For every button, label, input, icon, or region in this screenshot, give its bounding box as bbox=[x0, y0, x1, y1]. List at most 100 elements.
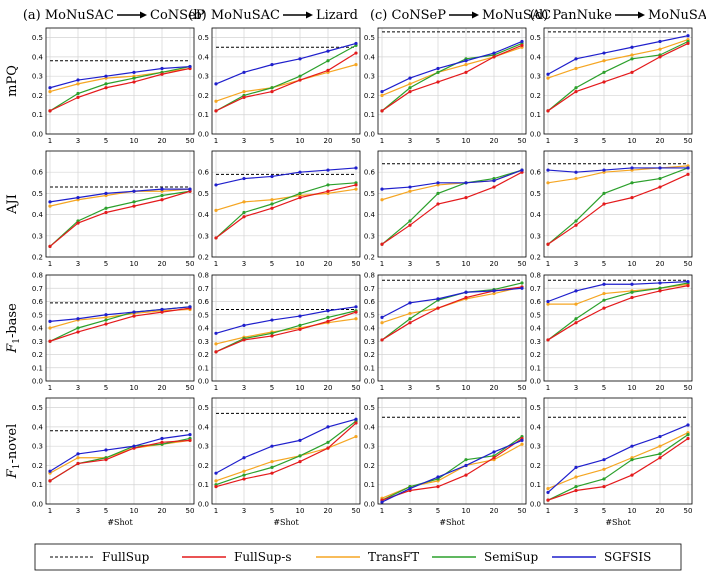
point-SemiSup bbox=[630, 458, 634, 462]
point-FullSup-s bbox=[686, 436, 690, 441]
y-tick-label: 0.4 bbox=[364, 53, 376, 61]
point-SemiSup bbox=[242, 210, 246, 215]
column-title: (a) MoNuSAC CoNSeP bbox=[23, 8, 205, 23]
point-FullSup-s bbox=[630, 196, 634, 200]
y-tick-label: 0.5 bbox=[364, 190, 375, 198]
point-SGFSIS bbox=[492, 289, 496, 293]
y-tick-label: 0.2 bbox=[32, 254, 43, 262]
y-tick-label: 0.1 bbox=[364, 364, 375, 372]
point-SGFSIS bbox=[354, 305, 358, 309]
point-SGFSIS bbox=[354, 41, 358, 46]
point-SGFSIS bbox=[520, 438, 524, 442]
x-tick-label: 10 bbox=[296, 384, 305, 392]
point-SGFSIS bbox=[270, 63, 274, 67]
point-TransFT bbox=[354, 434, 358, 439]
y-tick-label: 0.1 bbox=[530, 111, 541, 119]
y-tick-label: 0.4 bbox=[198, 211, 210, 219]
point-FullSup-s bbox=[602, 80, 606, 84]
x-tick-label: 3 bbox=[408, 384, 412, 392]
point-SGFSIS bbox=[574, 170, 578, 174]
point-TransFT bbox=[658, 444, 662, 448]
y-tick-label: 0.1 bbox=[198, 364, 209, 372]
point-FullSup-s bbox=[160, 440, 164, 444]
y-tick-label: 0.3 bbox=[364, 443, 375, 451]
x-tick-label: 3 bbox=[76, 137, 80, 145]
point-SGFSIS bbox=[242, 456, 246, 460]
x-tick-label: 20 bbox=[656, 137, 665, 145]
y-tick-label: 0.2 bbox=[530, 462, 541, 470]
y-tick-label: 0.5 bbox=[530, 190, 541, 198]
legend-item: FullSup bbox=[50, 550, 150, 564]
x-tick-label: 1 bbox=[48, 137, 52, 145]
y-tick-label: 0.3 bbox=[198, 232, 209, 240]
series-line-SGFSIS bbox=[215, 306, 357, 334]
point-TransFT bbox=[354, 187, 358, 191]
y-tick-label: 0.0 bbox=[32, 501, 43, 509]
y-tick-label: 0.7 bbox=[198, 285, 209, 293]
point-SemiSup bbox=[658, 286, 662, 290]
panel: 0.0 0.1 0.2 0.3 0.4 0.5 1 3 5 10 20 50 #Shot bbox=[32, 397, 195, 527]
x-tick-label: 20 bbox=[490, 507, 499, 515]
y-tick-label: 0.2 bbox=[530, 92, 541, 100]
point-FullSup-s bbox=[48, 244, 52, 248]
x-tick-label: 50 bbox=[186, 384, 195, 392]
series-line-SemiSup bbox=[215, 420, 357, 486]
panel: 0.0 0.1 0.2 0.3 0.4 0.5 1 3 5 10 20 50 bbox=[198, 27, 360, 145]
x-tick-label: 3 bbox=[574, 384, 578, 392]
y-tick-label: 0.7 bbox=[364, 285, 375, 293]
point-TransFT bbox=[214, 479, 218, 483]
point-SemiSup bbox=[630, 290, 634, 294]
row-label: AJI bbox=[5, 194, 20, 215]
point-SGFSIS bbox=[658, 39, 662, 44]
point-FullSup-s bbox=[630, 295, 634, 300]
series-line-FullSup-s bbox=[215, 311, 357, 353]
x-tick-label: 3 bbox=[242, 507, 246, 515]
x-tick-label: 50 bbox=[352, 260, 361, 268]
point-FullSup-s bbox=[242, 95, 246, 99]
point-FullSup-s bbox=[658, 185, 662, 189]
point-FullSup-s bbox=[658, 289, 662, 293]
x-tick-label: 20 bbox=[158, 260, 167, 268]
x-tick-label: 50 bbox=[186, 507, 195, 515]
point-TransFT bbox=[602, 59, 606, 63]
point-SGFSIS bbox=[76, 317, 80, 321]
point-FullSup-s bbox=[380, 242, 384, 246]
row-label: F1-novel bbox=[5, 424, 22, 480]
point-FullSup-s bbox=[160, 310, 164, 314]
arrow-head-icon bbox=[306, 11, 313, 19]
point-SGFSIS bbox=[464, 290, 468, 294]
point-SGFSIS bbox=[48, 319, 52, 323]
series-line-TransFT bbox=[49, 188, 191, 207]
y-tick-label: 0.2 bbox=[364, 462, 375, 470]
point-SGFSIS bbox=[132, 444, 136, 448]
y-tick-label: 0.3 bbox=[530, 232, 541, 240]
y-tick-label: 0.0 bbox=[364, 131, 375, 139]
series-line-SemiSup bbox=[381, 436, 523, 501]
point-FullSup-s bbox=[520, 43, 524, 47]
point-FullSup-s bbox=[574, 488, 578, 493]
grid bbox=[544, 274, 692, 382]
point-TransFT bbox=[546, 486, 550, 491]
panel-frame bbox=[377, 397, 527, 505]
y-tick-label: 0.2 bbox=[32, 92, 43, 100]
point-SemiSup bbox=[630, 181, 634, 185]
x-tick-label: 5 bbox=[104, 137, 108, 145]
series-line-SGFSIS bbox=[547, 35, 689, 75]
point-SGFSIS bbox=[76, 196, 80, 200]
point-SGFSIS bbox=[326, 168, 330, 172]
point-FullSup-s bbox=[214, 485, 218, 489]
point-FullSup-s bbox=[242, 215, 246, 219]
point-SGFSIS bbox=[214, 471, 218, 475]
legend-label: SemiSup bbox=[484, 550, 538, 564]
x-tick-label: 1 bbox=[380, 384, 384, 392]
point-SGFSIS bbox=[160, 436, 164, 441]
point-FullSup-s bbox=[104, 322, 108, 326]
point-TransFT bbox=[242, 200, 246, 204]
point-SGFSIS bbox=[380, 187, 384, 191]
grid bbox=[46, 274, 194, 382]
point-FullSup-s bbox=[546, 242, 550, 246]
panel-frame bbox=[543, 27, 693, 135]
x-tick-label: 3 bbox=[574, 137, 578, 145]
point-FullSup-s bbox=[188, 438, 192, 442]
